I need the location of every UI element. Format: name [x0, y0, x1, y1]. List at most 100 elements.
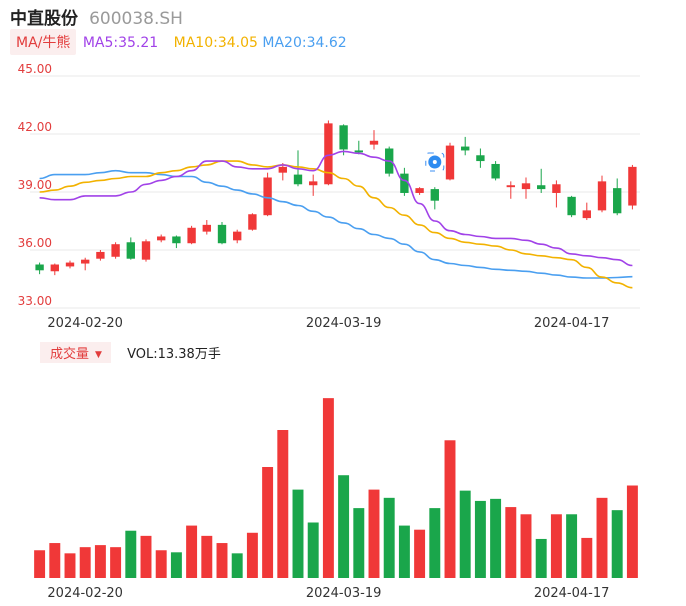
price-y-tick-label: 39.00	[18, 178, 52, 192]
candle-body	[445, 145, 455, 180]
candle-body	[278, 166, 287, 173]
price-callout-marker[interactable]	[425, 152, 445, 172]
ma20-legend: MA20:34.62	[262, 35, 347, 51]
volume-bar	[459, 490, 471, 578]
candle-body	[217, 224, 227, 244]
candle-body	[461, 146, 470, 151]
candle-body	[65, 262, 75, 267]
moving-average-lines	[39, 150, 633, 289]
candle-body	[597, 181, 607, 211]
volume-bar	[170, 552, 182, 578]
volume-bar	[322, 398, 334, 578]
candle-body	[126, 242, 135, 259]
candle-body	[293, 174, 303, 185]
volume-bar	[110, 547, 122, 578]
candle-body	[187, 227, 196, 244]
volume-bar	[277, 430, 289, 578]
volume-bar	[155, 550, 167, 578]
volume-bar	[262, 467, 274, 578]
callout-frame	[425, 152, 445, 172]
price-y-tick-label: 45.00	[18, 62, 52, 76]
candle-body	[141, 241, 151, 260]
volume-bar	[566, 514, 578, 578]
volume-bar	[125, 530, 137, 578]
ma-indicator-selector[interactable]: MA/牛熊	[10, 29, 77, 55]
volume-bar	[581, 537, 593, 578]
volume-bar	[49, 543, 61, 578]
candle-body	[324, 123, 333, 185]
candle-body	[628, 166, 637, 206]
volume-x-tick-label: 2024-03-19	[306, 586, 382, 601]
volume-x-axis: 2024-02-20 2024-03-19 2024-04-17	[47, 586, 609, 601]
candle-body	[430, 189, 439, 201]
volume-bar	[474, 500, 486, 578]
volume-bar	[368, 489, 380, 578]
candle-body	[369, 140, 379, 145]
candle-body	[567, 196, 576, 216]
candle-body	[248, 214, 257, 230]
candle-body	[506, 185, 515, 188]
volume-bar	[216, 543, 228, 578]
volume-bar	[140, 535, 152, 578]
volume-bar	[429, 508, 441, 578]
volume-bar	[398, 525, 410, 578]
volume-bar	[550, 514, 562, 578]
volume-bar	[201, 535, 213, 578]
volume-bar	[353, 508, 365, 578]
volume-bar	[231, 553, 243, 578]
volume-x-tick-label: 2024-02-20	[47, 586, 123, 601]
candle-body	[521, 183, 531, 190]
volume-value: VOL:13.38万手	[127, 347, 221, 362]
volume-bar	[626, 485, 638, 578]
candle-body	[233, 231, 242, 241]
volume-bar	[79, 547, 91, 578]
callout-dot-center	[432, 160, 437, 165]
candlestick-series	[35, 120, 637, 276]
candle-body	[339, 125, 348, 150]
candle-body	[35, 264, 44, 271]
candle-body	[476, 155, 485, 162]
volume-bar	[307, 522, 319, 578]
volume-bar-series	[34, 398, 638, 578]
candle-body	[582, 210, 591, 219]
volume-bar	[338, 475, 350, 578]
volume-bar	[186, 525, 198, 578]
stock-header: 中直股份 600038.SH	[10, 4, 183, 29]
ma20-line	[39, 169, 633, 279]
volume-bar	[94, 545, 106, 578]
candle-body	[491, 163, 500, 179]
price-x-tick-label: 2024-02-20	[47, 316, 123, 331]
price-y-tick-label: 33.00	[18, 294, 52, 308]
volume-indicator-label: 成交量	[50, 347, 90, 362]
price-gridlines	[30, 75, 640, 309]
candle-body	[81, 259, 90, 264]
candle-body	[400, 173, 409, 193]
candle-body	[96, 251, 105, 259]
volume-bar	[414, 529, 426, 578]
candle-body	[552, 184, 561, 193]
volume-bar	[596, 497, 608, 578]
ma5-line	[39, 150, 633, 267]
price-x-tick-label: 2024-04-17	[534, 316, 610, 331]
candle-body	[50, 264, 59, 272]
dropdown-caret-icon: ▼	[95, 350, 102, 360]
candle-body	[415, 188, 424, 193]
candle-body	[263, 177, 272, 216]
ma10-line	[39, 160, 633, 289]
ma10-legend: MA10:34.05	[173, 35, 258, 51]
candle-body	[537, 185, 546, 190]
volume-bar	[383, 497, 395, 578]
ma-legend-bar: MA/牛熊 MA5:35.21 MA10:34.05 MA20:34.62	[10, 29, 347, 55]
volume-bar	[611, 510, 623, 578]
candle-body	[309, 181, 318, 186]
volume-bar	[490, 498, 502, 578]
volume-bar	[535, 538, 547, 578]
volume-bar	[520, 514, 532, 578]
candle-body	[111, 244, 120, 257]
price-y-tick-label: 36.00	[18, 236, 52, 250]
volume-indicator-selector[interactable]: 成交量 ▼	[40, 342, 111, 363]
volume-bar	[505, 507, 517, 578]
stock-code: 600038.SH	[89, 9, 183, 29]
volume-bar	[444, 440, 456, 578]
